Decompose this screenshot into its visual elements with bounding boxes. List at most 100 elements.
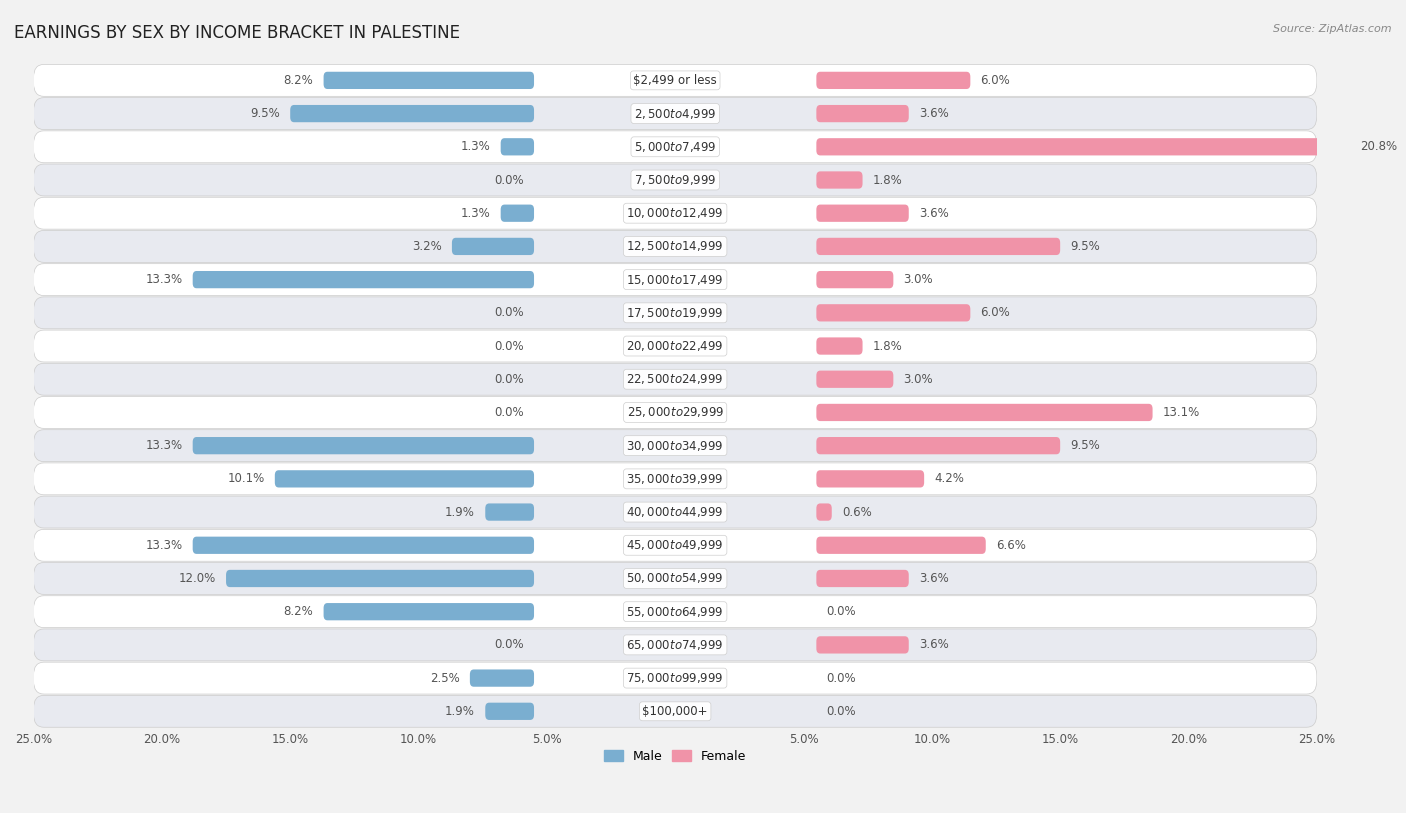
Text: 6.0%: 6.0% [980,307,1011,320]
Text: $17,500 to $19,999: $17,500 to $19,999 [627,306,724,320]
FancyBboxPatch shape [193,271,534,289]
FancyBboxPatch shape [193,437,534,454]
Text: 3.6%: 3.6% [920,107,949,120]
Text: 3.6%: 3.6% [920,207,949,220]
FancyBboxPatch shape [451,237,534,255]
FancyBboxPatch shape [817,470,924,488]
FancyBboxPatch shape [226,570,534,587]
Text: 13.3%: 13.3% [145,439,183,452]
Text: 8.2%: 8.2% [284,605,314,618]
FancyBboxPatch shape [34,297,1317,328]
FancyBboxPatch shape [34,164,1317,196]
Text: 1.9%: 1.9% [446,705,475,718]
Text: $35,000 to $39,999: $35,000 to $39,999 [627,472,724,486]
FancyBboxPatch shape [34,131,1317,163]
FancyBboxPatch shape [34,198,1317,229]
Text: 0.0%: 0.0% [827,705,856,718]
FancyBboxPatch shape [817,404,1153,421]
Text: $2,499 or less: $2,499 or less [633,74,717,87]
FancyBboxPatch shape [34,98,1317,129]
Text: $15,000 to $17,499: $15,000 to $17,499 [627,272,724,287]
Text: 1.3%: 1.3% [461,141,491,154]
FancyBboxPatch shape [34,64,1317,96]
Text: $50,000 to $54,999: $50,000 to $54,999 [627,572,724,585]
FancyBboxPatch shape [34,363,1317,395]
FancyBboxPatch shape [501,138,534,155]
FancyBboxPatch shape [817,205,908,222]
FancyBboxPatch shape [34,629,1317,661]
FancyBboxPatch shape [817,437,1060,454]
Text: 12.0%: 12.0% [179,572,215,585]
FancyBboxPatch shape [34,596,1317,628]
FancyBboxPatch shape [34,496,1317,528]
Text: 1.8%: 1.8% [873,173,903,186]
Text: 0.0%: 0.0% [827,672,856,685]
FancyBboxPatch shape [817,304,970,321]
Text: 6.0%: 6.0% [980,74,1011,87]
FancyBboxPatch shape [485,503,534,520]
FancyBboxPatch shape [34,263,1317,296]
FancyBboxPatch shape [817,138,1350,155]
FancyBboxPatch shape [193,537,534,554]
Text: 9.5%: 9.5% [250,107,280,120]
Text: 3.6%: 3.6% [920,572,949,585]
Text: $2,500 to $4,999: $2,500 to $4,999 [634,107,717,120]
Text: $65,000 to $74,999: $65,000 to $74,999 [627,638,724,652]
Text: $55,000 to $64,999: $55,000 to $64,999 [627,605,724,619]
FancyBboxPatch shape [34,463,1317,495]
Text: 9.5%: 9.5% [1070,439,1099,452]
FancyBboxPatch shape [34,330,1317,362]
Text: $20,000 to $22,499: $20,000 to $22,499 [627,339,724,353]
FancyBboxPatch shape [274,470,534,488]
Text: $45,000 to $49,999: $45,000 to $49,999 [627,538,724,552]
Text: EARNINGS BY SEX BY INCOME BRACKET IN PALESTINE: EARNINGS BY SEX BY INCOME BRACKET IN PAL… [14,24,460,42]
FancyBboxPatch shape [817,172,862,189]
Text: 0.0%: 0.0% [494,638,524,651]
Legend: Male, Female: Male, Female [599,746,752,768]
FancyBboxPatch shape [34,662,1317,694]
Text: 0.0%: 0.0% [494,340,524,353]
FancyBboxPatch shape [817,271,893,289]
Text: 13.3%: 13.3% [145,539,183,552]
Text: 3.6%: 3.6% [920,638,949,651]
FancyBboxPatch shape [34,397,1317,428]
FancyBboxPatch shape [485,702,534,720]
Text: 0.0%: 0.0% [827,605,856,618]
Text: 2.5%: 2.5% [430,672,460,685]
Text: 13.3%: 13.3% [145,273,183,286]
Text: Source: ZipAtlas.com: Source: ZipAtlas.com [1274,24,1392,34]
Text: $7,500 to $9,999: $7,500 to $9,999 [634,173,717,187]
FancyBboxPatch shape [817,537,986,554]
Text: 10.1%: 10.1% [228,472,264,485]
Text: $25,000 to $29,999: $25,000 to $29,999 [627,406,724,420]
FancyBboxPatch shape [817,237,1060,255]
Text: 13.1%: 13.1% [1163,406,1201,419]
Text: 0.0%: 0.0% [494,173,524,186]
FancyBboxPatch shape [34,230,1317,263]
Text: 1.8%: 1.8% [873,340,903,353]
FancyBboxPatch shape [34,529,1317,561]
Text: 0.0%: 0.0% [494,307,524,320]
Text: 3.2%: 3.2% [412,240,441,253]
Text: 3.0%: 3.0% [904,372,934,385]
FancyBboxPatch shape [817,503,832,520]
FancyBboxPatch shape [34,695,1317,728]
Text: 1.3%: 1.3% [461,207,491,220]
Text: $12,500 to $14,999: $12,500 to $14,999 [627,239,724,254]
Text: $10,000 to $12,499: $10,000 to $12,499 [627,207,724,220]
FancyBboxPatch shape [290,105,534,122]
Text: $30,000 to $34,999: $30,000 to $34,999 [627,439,724,453]
Text: 9.5%: 9.5% [1070,240,1099,253]
Text: 8.2%: 8.2% [284,74,314,87]
Text: $75,000 to $99,999: $75,000 to $99,999 [627,671,724,685]
Text: 4.2%: 4.2% [935,472,965,485]
Text: 0.6%: 0.6% [842,506,872,519]
FancyBboxPatch shape [817,72,970,89]
Text: 20.8%: 20.8% [1361,141,1398,154]
Text: $100,000+: $100,000+ [643,705,709,718]
FancyBboxPatch shape [817,105,908,122]
FancyBboxPatch shape [323,72,534,89]
FancyBboxPatch shape [817,371,893,388]
FancyBboxPatch shape [470,669,534,687]
Text: $40,000 to $44,999: $40,000 to $44,999 [627,505,724,519]
